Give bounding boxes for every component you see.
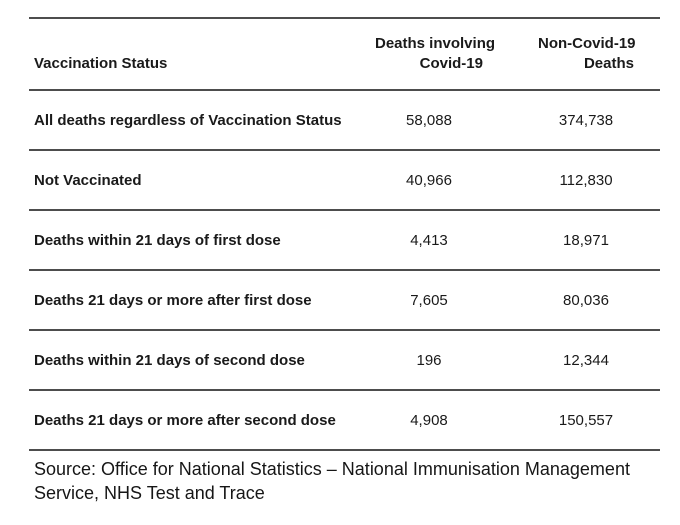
non-covid-deaths-value: 18,971 [538,210,660,271]
row-label: Deaths within 21 days of second dose [29,330,375,391]
non-covid-deaths-value: 150,557 [538,390,660,451]
covid-deaths-value: 58,088 [375,90,538,151]
source-note: Source: Office for National Statistics –… [34,459,630,503]
covid-deaths-value: 4,413 [375,210,538,271]
header-label: Vaccination Status [34,55,168,72]
row-label: All deaths regardless of Vaccination Sta… [29,90,375,151]
table-row: Deaths 21 days or more after first dose … [29,270,660,331]
vaccination-deaths-table: Vaccination Status Deaths involving Covi… [29,17,660,451]
row-label: Deaths 21 days or more after first dose [29,270,375,331]
header-vaccination-status: Vaccination Status [29,17,375,91]
header-non-covid-deaths: Non-Covid-19 Deaths [538,17,660,91]
non-covid-deaths-value: 80,036 [538,270,660,331]
header-label-line2: Deaths [583,55,634,72]
row-label: Deaths within 21 days of first dose [29,210,375,271]
table-row: Deaths 21 days or more after second dose… [29,390,660,451]
non-covid-deaths-value: 112,830 [538,150,660,211]
table-row: Deaths within 21 days of first dose 4,41… [29,210,660,271]
header-label-line1: Non-Covid-19 [538,35,636,52]
non-covid-deaths-value: 12,344 [538,330,660,391]
header-label-line1: Deaths involving [375,35,496,52]
covid-deaths-value: 7,605 [375,270,538,331]
header-label-line2: Covid-19 [419,55,483,72]
header-deaths-involving-covid: Deaths involving Covid-19 [375,17,538,91]
header-row: Vaccination Status Deaths involving Covi… [29,17,660,91]
covid-deaths-value: 4,908 [375,390,538,451]
table-row: Deaths within 21 days of second dose 196… [29,330,660,391]
covid-deaths-value: 40,966 [375,150,538,211]
covid-deaths-value: 196 [375,330,538,391]
table-row: All deaths regardless of Vaccination Sta… [29,90,660,151]
table-row: Not Vaccinated 40,966 112,830 [29,150,660,211]
non-covid-deaths-value: 374,738 [538,90,660,151]
row-label: Not Vaccinated [29,150,375,211]
row-label: Deaths 21 days or more after second dose [29,390,375,451]
